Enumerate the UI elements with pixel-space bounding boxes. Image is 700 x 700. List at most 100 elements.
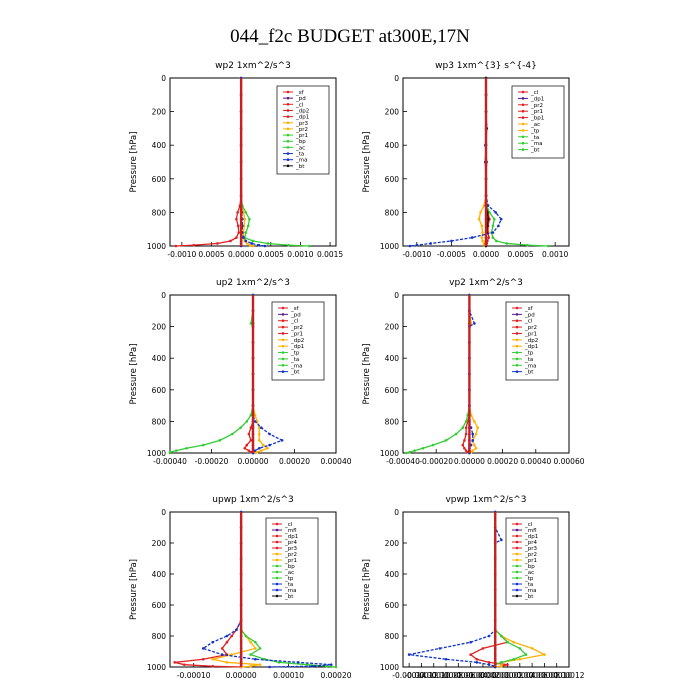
legend-marker (286, 109, 290, 112)
legend-marker (521, 103, 525, 107)
legend: _sf_pd_cl_pr2_pr1_dp2_dp1_tp_ta_ma_bt (505, 301, 559, 381)
data-point (438, 647, 442, 650)
x-tick-label: 0.00004 (504, 671, 535, 680)
legend-label: _pr1 (284, 558, 297, 564)
legend-marker (515, 570, 519, 574)
legend-marker (286, 139, 290, 143)
y-tick-label: 600 (385, 175, 400, 184)
legend-marker (275, 582, 279, 586)
y-tick-label: 0 (161, 508, 166, 517)
data-point (243, 446, 246, 450)
legend-label: _bt (530, 148, 540, 154)
legend-marker (515, 546, 519, 550)
data-point (487, 634, 491, 638)
data-point (253, 420, 257, 423)
data-point (480, 236, 484, 239)
legend-marker (521, 141, 525, 145)
y-tick-label: 400 (152, 141, 167, 150)
legend-label: _tp (524, 576, 534, 582)
y-tick-label: 400 (385, 354, 400, 363)
data-point (260, 426, 263, 430)
data-point (480, 224, 484, 228)
legend: _cl_mfl_dp1_pr4_pr3_pr2_pr1_bp_ac_tp_ta_… (505, 517, 559, 605)
plot-frame (169, 511, 337, 668)
data-point (235, 236, 238, 239)
data-point (254, 657, 257, 661)
data-point (526, 243, 529, 247)
data-point (481, 239, 484, 243)
x-tick-label: 0.00008 (529, 671, 560, 680)
data-point (405, 451, 408, 455)
data-point (247, 449, 251, 452)
data-point (287, 243, 290, 247)
y-tick-label: 800 (385, 208, 400, 217)
data-point (225, 640, 229, 644)
data-point (236, 211, 239, 214)
x-tick-label: -0.00020 (195, 457, 229, 466)
y-tick-label: 600 (385, 601, 400, 610)
panel-title: up2 1xm^2/s^3 (216, 278, 290, 288)
panel-wp2: wp2 1xm^2/s^3 Pressure [hPa] 0 200 400 600 800… (129, 61, 343, 259)
data-point (263, 244, 267, 248)
data-point (518, 647, 522, 650)
data-point (491, 224, 495, 228)
legend-marker (281, 344, 285, 348)
legend-label: _dp1 (530, 96, 544, 102)
x-tick-label: 0.00060 (553, 457, 584, 466)
legend-marker (275, 522, 279, 526)
legend-marker (286, 96, 290, 100)
legend-marker (515, 325, 519, 329)
data-point (500, 661, 503, 664)
legend-label: _bt (284, 594, 294, 600)
data-point (473, 443, 476, 447)
x-tick-label: 0.0005 (258, 250, 284, 259)
legend-marker (281, 319, 285, 323)
legend-label: _pr3 (524, 546, 538, 552)
data-point (236, 224, 240, 228)
series-line-tp (201, 512, 332, 668)
y-tick-label: 1000 (147, 663, 166, 672)
data-point (220, 647, 224, 650)
data-point (242, 236, 245, 239)
y-tick-label: 1000 (380, 663, 399, 672)
series-line-pr2 (252, 295, 269, 454)
data-point (471, 449, 475, 452)
panel-title: vp2 1xm^2/s^3 (449, 278, 523, 288)
legend-label: _bp (284, 564, 295, 570)
legend-label: _ta (295, 152, 304, 158)
legend-label: _pd (524, 312, 535, 318)
legend-marker (281, 357, 285, 361)
legend-marker (515, 558, 519, 562)
legend-marker (275, 570, 279, 574)
legend-marker (515, 522, 519, 526)
data-point (168, 451, 172, 455)
legend-marker (515, 319, 519, 323)
legend-marker (515, 344, 519, 348)
legend-marker (281, 306, 285, 310)
x-tick-label: 0.0000 (473, 250, 499, 259)
legend-marker (515, 332, 519, 335)
x-tick-label: -0.00020 (419, 457, 453, 466)
legend-label: _ma (290, 363, 302, 369)
legend-label: _tp (530, 128, 540, 134)
data-point (461, 426, 465, 430)
y-tick-label: 200 (385, 323, 400, 332)
y-tick-label: 600 (152, 386, 167, 395)
x-tick-label: -0.0005 (437, 250, 466, 259)
data-point (415, 243, 419, 247)
legend-marker (521, 109, 525, 113)
legend-marker (515, 351, 519, 354)
legend-marker (281, 363, 285, 367)
data-point (308, 244, 311, 248)
legend: _cl_mfl_dp1_pr4_pr3_pr2_pr1_bp_ac_tp_ta_… (265, 517, 319, 605)
legend-marker (515, 588, 519, 592)
legend-label: _tp (524, 351, 534, 357)
y-tick-label: 200 (385, 108, 400, 117)
legend-box (505, 301, 559, 381)
panel-vpwp: vpwp 1xm^2/s^3 Pressure [hPa] 0 200 400 600 80… (362, 495, 585, 680)
legend: _sf_pd_cl_pr2_pr1_dp2_dp1_tp_ta_ma_bt (271, 301, 325, 381)
y-tick-label: 1000 (380, 242, 399, 251)
y-tick-label: 400 (385, 570, 400, 579)
panel-upwp: upwp 1xm^2/s^3 Pressure [hPa] 0 200 400 600 80… (129, 495, 352, 680)
legend-marker (515, 528, 519, 532)
